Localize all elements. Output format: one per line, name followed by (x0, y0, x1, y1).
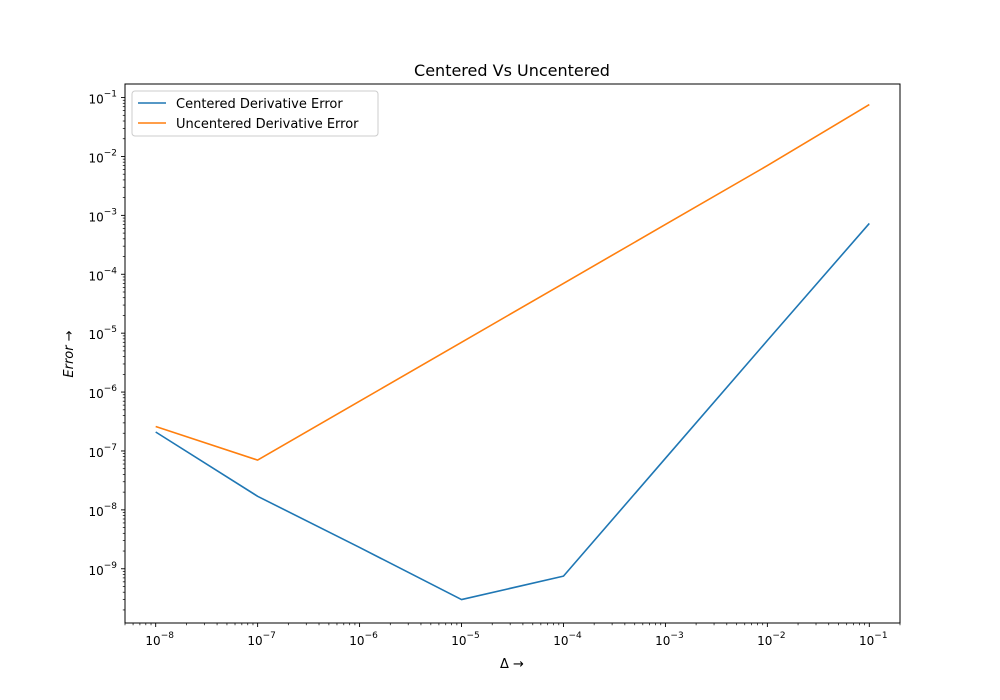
y-tick-label: 10−5 (88, 325, 117, 342)
y-tick-label: 10−9 (88, 561, 117, 578)
x-tick-label: 10−7 (247, 631, 276, 648)
y-tick-label: 10−1 (88, 90, 117, 107)
legend-box (131, 90, 379, 137)
x-axis: 10−8 10−7 10−6 10−5 10−4 10−3 10−2 10−1 (124, 623, 901, 648)
x-tick-label: 10−4 (553, 631, 582, 648)
y-axis: 10−9 10−8 10−7 10−6 10−5 10−4 10−3 10−2 10−1 (88, 90, 125, 611)
y-tick-label: 10−8 (88, 502, 117, 519)
chart-title: Centered Vs Uncentered (414, 61, 610, 80)
y-tick-label: 10−2 (88, 148, 117, 165)
legend: Centered Derivative Error Uncentered Deri… (131, 90, 379, 137)
x-tick-label: 10−6 (349, 631, 378, 648)
x-tick-label: 10−5 (451, 631, 480, 648)
x-tick-label: 10−2 (757, 631, 786, 648)
series-line-uncentered (155, 103, 870, 461)
legend-label: Uncentered Derivative Error (176, 117, 359, 132)
plot-area (155, 103, 870, 601)
x-tick-label: 10−8 (145, 631, 174, 648)
y-tick-label: 10−4 (88, 266, 117, 283)
axes-frame (124, 83, 901, 624)
legend-label: Centered Derivative Error (176, 97, 343, 112)
x-axis-label: Δ → (500, 657, 524, 672)
y-axis-label: Error → (62, 330, 77, 377)
series-line-centered (155, 222, 870, 601)
y-tick-label: 10−6 (88, 384, 117, 401)
y-tick-label: 10−3 (88, 207, 117, 224)
x-tick-label: 10−1 (859, 631, 888, 648)
x-tick-label: 10−3 (655, 631, 684, 648)
y-tick-label: 10−7 (88, 443, 117, 460)
